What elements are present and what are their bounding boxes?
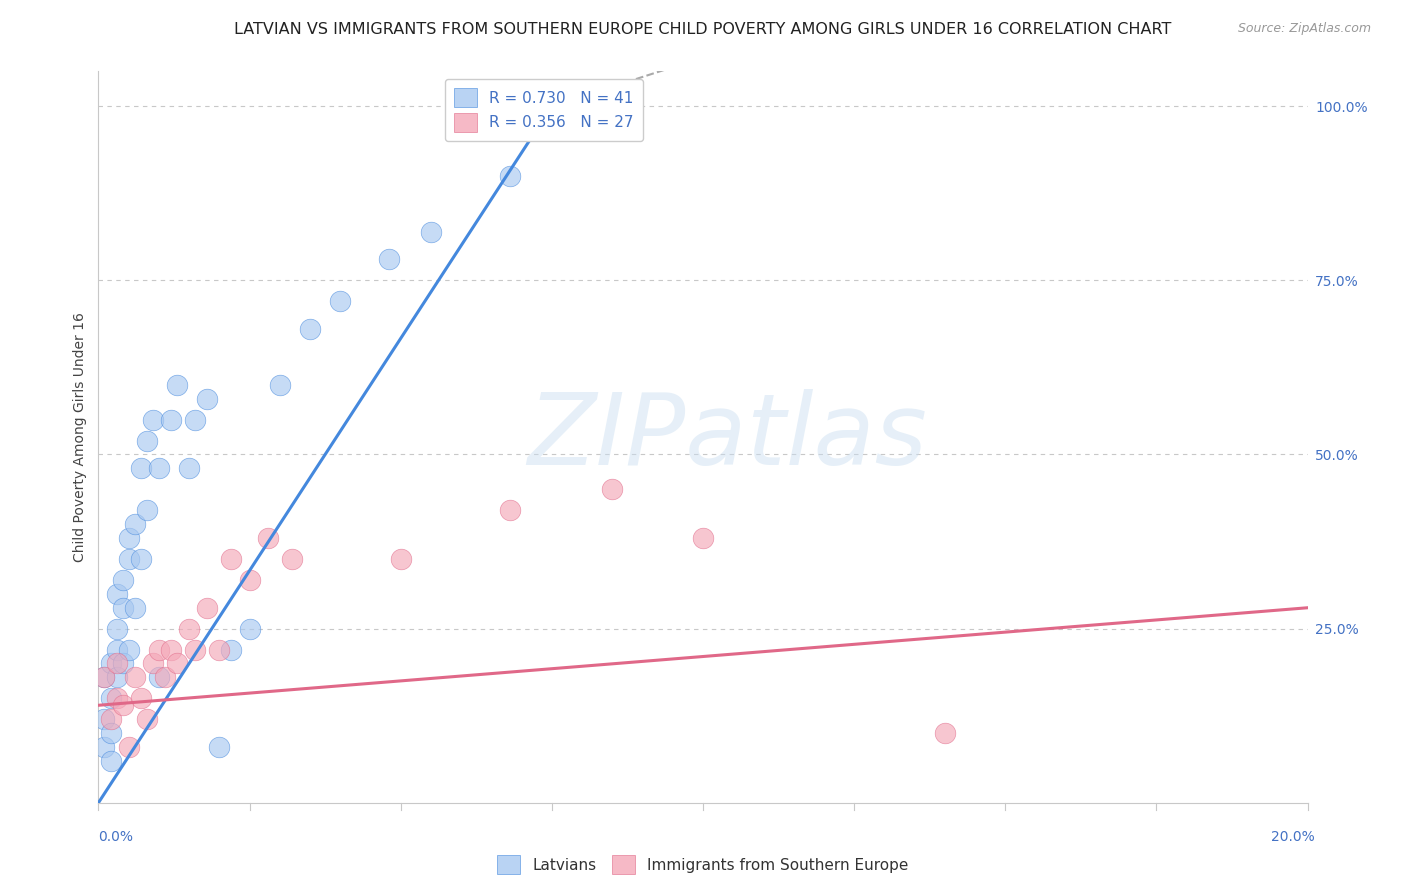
Point: [118, 552, 141, 566]
Point: [934, 726, 956, 740]
Point: [221, 642, 243, 657]
Point: [389, 552, 412, 566]
Point: [135, 503, 157, 517]
Point: [124, 517, 146, 532]
Point: [93, 670, 115, 684]
Point: [135, 712, 157, 726]
Point: [93, 740, 115, 755]
Point: [160, 642, 183, 657]
Point: [239, 573, 262, 587]
Point: [105, 670, 128, 684]
Point: [179, 461, 201, 475]
Legend: R = 0.730   N = 41, R = 0.356   N = 27: R = 0.730 N = 41, R = 0.356 N = 27: [444, 79, 643, 141]
Point: [221, 552, 243, 566]
Point: [148, 461, 170, 475]
Point: [105, 587, 128, 601]
Point: [195, 600, 218, 615]
Point: [100, 726, 122, 740]
Point: [329, 294, 352, 309]
Point: [124, 600, 146, 615]
Point: [111, 600, 134, 615]
Point: [269, 377, 291, 392]
Point: [184, 412, 207, 426]
Point: [208, 642, 231, 657]
Point: [135, 434, 157, 448]
Point: [111, 698, 134, 713]
Text: LATVIAN VS IMMIGRANTS FROM SOUTHERN EUROPE CHILD POVERTY AMONG GIRLS UNDER 16 CO: LATVIAN VS IMMIGRANTS FROM SOUTHERN EURO…: [235, 22, 1171, 37]
Text: 20.0%: 20.0%: [1271, 830, 1315, 844]
Point: [166, 657, 188, 671]
Text: ZIPatlas: ZIPatlas: [527, 389, 927, 485]
Point: [208, 740, 231, 755]
Point: [239, 622, 262, 636]
Point: [148, 670, 170, 684]
Point: [105, 622, 128, 636]
Point: [281, 552, 304, 566]
Point: [498, 503, 520, 517]
Point: [105, 691, 128, 706]
Point: [124, 670, 146, 684]
Point: [420, 225, 443, 239]
Legend: Latvians, Immigrants from Southern Europe: Latvians, Immigrants from Southern Europ…: [491, 849, 915, 880]
Point: [179, 622, 201, 636]
Point: [105, 657, 128, 671]
Point: [184, 642, 207, 657]
Point: [160, 412, 183, 426]
Point: [118, 531, 141, 545]
Point: [129, 691, 152, 706]
Point: [100, 712, 122, 726]
Point: [377, 252, 399, 267]
Point: [142, 657, 165, 671]
Point: [540, 99, 562, 113]
Point: [256, 531, 278, 545]
Point: [153, 670, 176, 684]
Point: [118, 642, 141, 657]
Y-axis label: Child Poverty Among Girls Under 16: Child Poverty Among Girls Under 16: [73, 312, 87, 562]
Point: [692, 531, 714, 545]
Point: [299, 322, 322, 336]
Point: [166, 377, 188, 392]
Point: [129, 552, 152, 566]
Point: [111, 573, 134, 587]
Point: [129, 461, 152, 475]
Text: 0.0%: 0.0%: [98, 830, 134, 844]
Point: [93, 712, 115, 726]
Point: [105, 642, 128, 657]
Point: [498, 169, 520, 183]
Point: [93, 670, 115, 684]
Point: [602, 483, 624, 497]
Point: [148, 642, 170, 657]
Point: [142, 412, 165, 426]
Point: [195, 392, 218, 406]
Point: [100, 691, 122, 706]
Point: [111, 657, 134, 671]
Text: Source: ZipAtlas.com: Source: ZipAtlas.com: [1237, 22, 1371, 36]
Point: [118, 740, 141, 755]
Point: [100, 754, 122, 768]
Point: [100, 657, 122, 671]
